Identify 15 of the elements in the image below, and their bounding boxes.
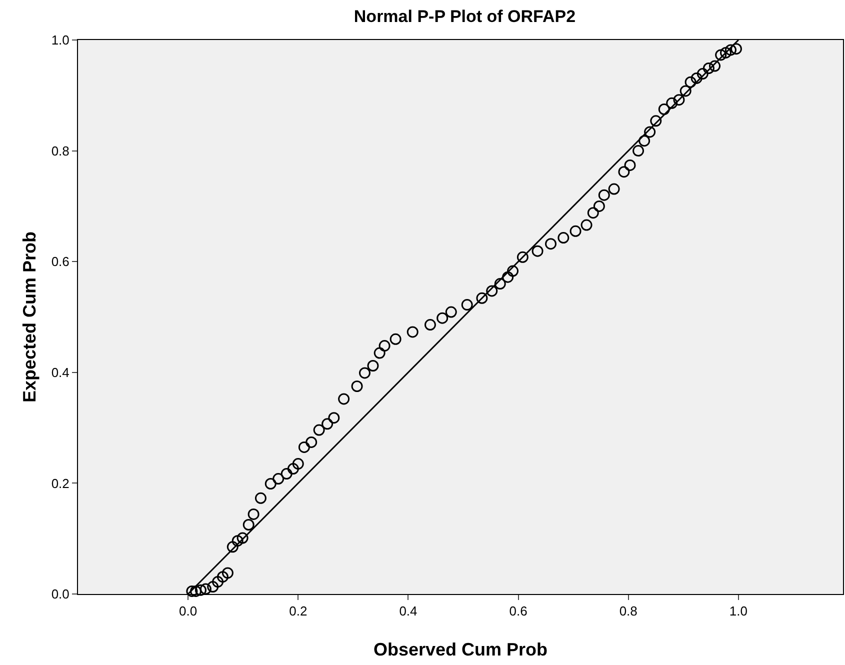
x-tick-label: 0.4: [399, 604, 418, 619]
x-tick-label: 0.6: [509, 604, 528, 619]
y-tick-label: 1.0: [51, 32, 70, 48]
chart-title: Normal P-P Plot of ORFAP2: [354, 6, 576, 26]
y-axis-title: Expected Cum Prob: [20, 231, 40, 403]
x-axis-title: Observed Cum Prob: [373, 640, 548, 660]
y-tick-label: 0.6: [51, 254, 70, 270]
y-tick-label: 0.4: [51, 364, 70, 380]
x-tick-label: 0.8: [619, 604, 638, 619]
x-tick-label: 1.0: [729, 604, 748, 619]
x-tick-label: 0.0: [179, 604, 198, 619]
y-tick-label: 0.2: [51, 476, 70, 491]
x-tick-label: 0.2: [289, 604, 308, 619]
y-tick-label: 0.8: [51, 143, 70, 158]
y-tick-label: 0.0: [51, 586, 70, 602]
